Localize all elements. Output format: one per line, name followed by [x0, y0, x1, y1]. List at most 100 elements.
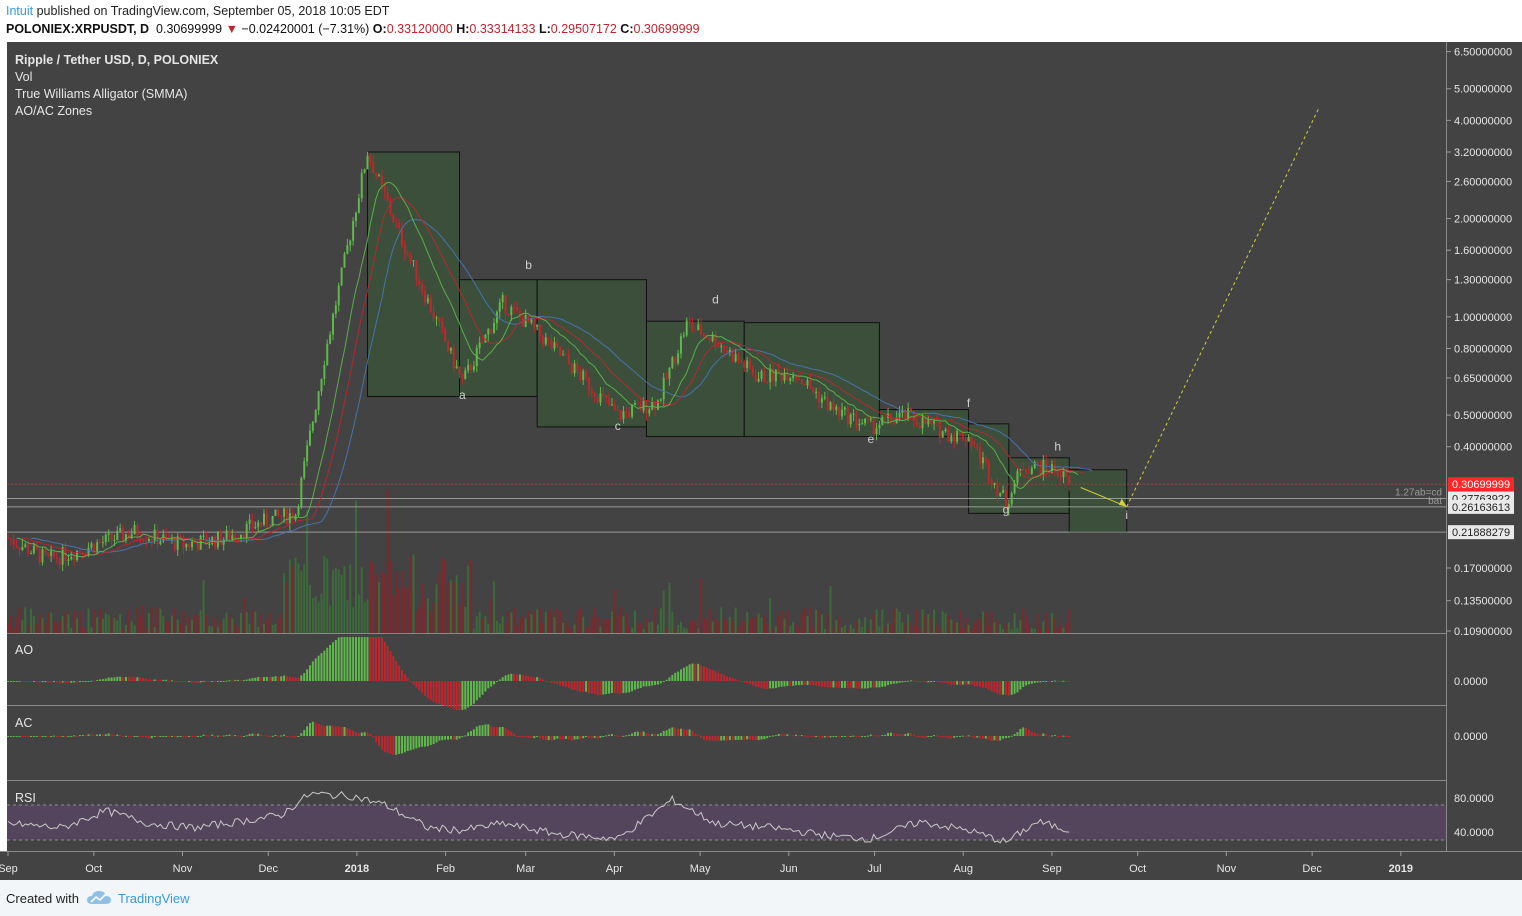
ac-bar	[363, 732, 366, 736]
volume-bar	[124, 624, 127, 633]
candle	[110, 533, 113, 541]
ao-pane[interactable]	[7, 634, 1446, 705]
ac-bar	[254, 733, 257, 736]
volume-bar	[861, 627, 864, 633]
candle	[179, 536, 182, 538]
ao-bar	[170, 680, 173, 682]
wave-zone-box[interactable]	[1068, 469, 1128, 533]
ac-bar	[409, 736, 412, 751]
ac-bar	[567, 736, 570, 740]
volume-bar	[76, 618, 79, 633]
volume-bar	[720, 607, 723, 633]
ac-bar	[1027, 729, 1030, 736]
ac-bar	[58, 736, 61, 737]
candle	[475, 348, 478, 367]
ac-pane[interactable]	[7, 706, 1446, 780]
candle	[383, 184, 386, 193]
candle	[872, 418, 875, 435]
ac-bar	[145, 736, 148, 738]
wave-zone-box[interactable]	[536, 279, 647, 428]
volume-bar	[938, 628, 941, 633]
ao-bar	[835, 681, 838, 688]
tradingview-link[interactable]: TradingView	[118, 891, 190, 906]
ao-bar	[297, 677, 300, 681]
ac-bar	[113, 734, 116, 736]
volume-bar	[769, 597, 772, 633]
ao-bar	[1059, 681, 1062, 682]
ac-bar	[539, 736, 542, 739]
wave-zone-box[interactable]	[459, 279, 538, 398]
ao-bar	[743, 681, 746, 683]
chart-svg[interactable]: 0.306999990.277639221.27ab=cd0.26163613b…	[0, 42, 1522, 880]
ao-bar	[9, 681, 12, 682]
ac-bar	[176, 736, 179, 738]
ac-bar	[818, 736, 821, 738]
ao-bar	[892, 681, 895, 684]
ao-bar	[274, 676, 277, 681]
ao-bar	[458, 681, 461, 711]
price-axis[interactable]	[1447, 42, 1522, 851]
volume-bar	[602, 618, 605, 633]
candle	[567, 354, 570, 364]
volume-bar	[375, 574, 378, 633]
ac-bar	[188, 736, 191, 737]
ac-bar	[1002, 736, 1005, 739]
ac-bar	[820, 736, 823, 738]
ac-bar	[766, 736, 769, 739]
ac-bar	[403, 736, 406, 753]
author-link[interactable]: Intuit	[6, 4, 34, 18]
ao-bar	[214, 681, 217, 682]
volume-bar	[516, 625, 519, 633]
candle	[809, 380, 812, 388]
volume-bar	[1004, 624, 1007, 633]
time-axis[interactable]	[0, 851, 1522, 880]
candle	[777, 369, 780, 373]
volume-bar	[881, 609, 884, 633]
volume-bar	[1068, 609, 1071, 633]
ao-bar	[231, 680, 234, 682]
ao-bar	[518, 674, 521, 681]
wave-zone-box[interactable]	[366, 151, 461, 398]
volume-bar	[461, 583, 464, 633]
ao-bar	[314, 658, 317, 681]
volume-bar	[507, 612, 510, 633]
volume-bar	[743, 621, 746, 633]
candle	[403, 245, 406, 255]
volume-bar	[340, 574, 343, 633]
ac-bar	[133, 736, 136, 737]
ac-bar	[702, 736, 705, 740]
candle	[970, 436, 973, 447]
ac-bar	[915, 736, 918, 737]
ac-bar	[205, 734, 208, 736]
ac-bar	[354, 732, 357, 736]
volume-bar	[81, 627, 84, 633]
ac-bar	[225, 735, 228, 737]
ao-bar	[208, 681, 211, 682]
volume-bar	[757, 613, 760, 633]
ac-bar	[872, 735, 875, 737]
ac-bar	[795, 734, 798, 736]
wave-zone-box[interactable]	[645, 320, 745, 437]
ao-bar	[47, 681, 50, 683]
candle	[398, 222, 401, 228]
ac-bar	[90, 734, 93, 736]
candle	[723, 345, 726, 350]
ac-bar	[47, 736, 50, 737]
candle	[429, 298, 432, 313]
candle	[349, 240, 352, 246]
volume-bar	[731, 619, 734, 633]
wave-label: a	[459, 388, 466, 402]
candle	[556, 342, 559, 347]
ao-bar	[498, 679, 501, 681]
candle	[90, 543, 93, 548]
chart-area[interactable]: 0.30699999 0.27763922 1.27ab=cd 0.26163613 b…	[0, 42, 1522, 880]
volume-bar	[711, 621, 714, 633]
ao-bar	[918, 681, 921, 682]
ao-bar	[740, 681, 743, 682]
candle	[58, 558, 61, 565]
high-label: H:	[456, 22, 470, 36]
candle	[786, 373, 789, 382]
ao-bar	[766, 681, 769, 690]
ao-bar	[544, 680, 547, 682]
ao-bar	[864, 681, 867, 689]
